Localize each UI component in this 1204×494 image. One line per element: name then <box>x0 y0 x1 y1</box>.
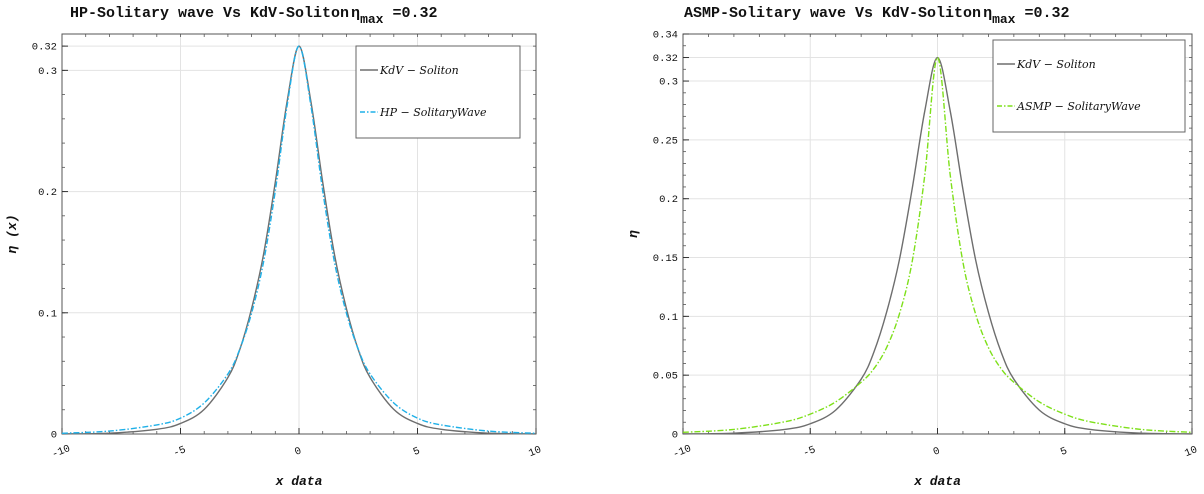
y-tick-label: 0.1 <box>659 312 678 324</box>
series-line-1 <box>682 56 1193 435</box>
legend-label-2: ASMP − SolitaryWave <box>1016 100 1141 113</box>
x-tick-label: 10 <box>1183 444 1199 460</box>
x-tick-label: -5 <box>172 444 188 460</box>
y-tick-label: 0 <box>51 430 57 442</box>
x-tick-label: 10 <box>527 444 543 460</box>
chart-title: HP-Solitary wave Vs KdV-Soliton ηmax =0.3… <box>70 5 437 27</box>
x-axis-label: x data <box>913 474 961 489</box>
y-tick-label: 0.25 <box>653 135 678 147</box>
y-tick-label: 0.32 <box>32 42 57 54</box>
chart-1: HP-Solitary wave Vs KdV-Soliton ηmax =0.3… <box>5 5 543 489</box>
y-tick-label: 0.05 <box>653 371 678 383</box>
y-tick-label: 0.1 <box>38 308 57 320</box>
x-tick-label: 5 <box>412 445 422 458</box>
x-tick-label: 0 <box>932 445 942 458</box>
title-text: ASMP-Solitary wave Vs KdV-Soliton <box>684 5 981 22</box>
series-line-2 <box>682 56 1193 434</box>
y-axis-label: η (x) <box>5 214 20 253</box>
y-tick-label: 0 <box>672 430 678 442</box>
y-tick-label: 0.3 <box>38 66 57 78</box>
y-tick-label: 0.2 <box>659 194 678 206</box>
x-tick-label: -5 <box>801 444 817 460</box>
legend: KdV − Soliton ASMP − SolitaryWave <box>992 39 1186 133</box>
y-axis-label: η <box>626 230 641 238</box>
title-value: =0.32 <box>1015 5 1069 22</box>
title-text: HP-Solitary wave Vs KdV-Soliton <box>70 5 349 22</box>
title-value: =0.32 <box>383 5 437 22</box>
legend: KdV − Soliton HP − SolitaryWave <box>355 45 521 139</box>
chart-2: ASMP-Solitary wave Vs KdV-Soliton ηmax =0… <box>626 5 1199 489</box>
title-subscript: max <box>992 12 1016 27</box>
x-tick-label: 0 <box>293 445 303 458</box>
legend-box <box>355 45 521 139</box>
title-eta-symbol: η <box>351 5 360 22</box>
y-tick-label: 0.3 <box>659 77 678 89</box>
chart-title: ASMP-Solitary wave Vs KdV-Soliton ηmax =0… <box>684 5 1070 27</box>
y-tick-label: 0.15 <box>653 253 678 265</box>
y-tick-label: 0.2 <box>38 187 57 199</box>
x-axis-label: x data <box>275 474 323 489</box>
legend-box <box>992 39 1186 133</box>
legend-label-1: KdV − Soliton <box>1016 58 1096 71</box>
legend-label-2: HP − SolitaryWave <box>379 106 487 119</box>
x-tick-label: -10 <box>671 443 693 461</box>
y-tick-label: 0.34 <box>653 30 678 42</box>
x-tick-label: 5 <box>1059 445 1069 458</box>
x-tick-label: -10 <box>50 443 72 461</box>
title-subscript: max <box>360 12 384 27</box>
series-line-2 <box>61 45 537 434</box>
title-eta-symbol: η <box>983 5 992 22</box>
legend-label-1: KdV − Soliton <box>379 64 459 77</box>
y-tick-label: 0.32 <box>653 53 678 65</box>
